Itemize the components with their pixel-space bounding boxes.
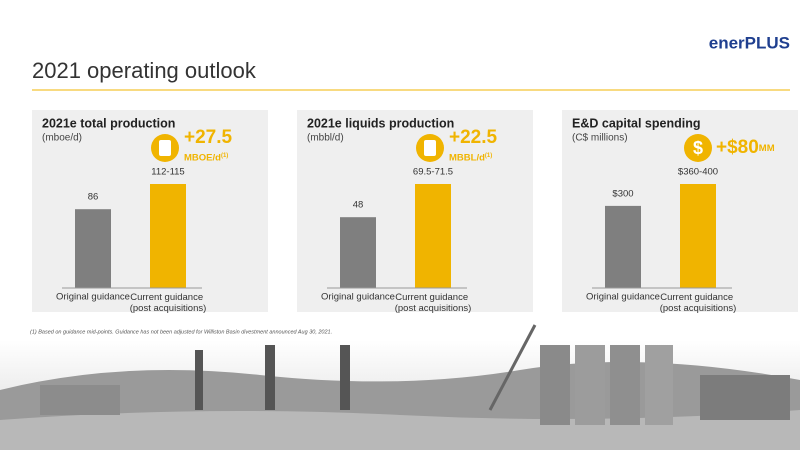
- slide-title: 2021 operating outlook: [32, 58, 257, 83]
- category-label: Current guidance (post acquisitions): [660, 292, 737, 314]
- callout-value: +$80MM: [716, 137, 775, 158]
- category-label: Current guidance (post acquisitions): [130, 292, 207, 314]
- icon-barrel: [424, 140, 436, 156]
- footnote: (1) Based on guidance mid-points. Guidan…: [30, 329, 332, 335]
- value-label: 112-115: [151, 167, 184, 178]
- callout-unit: MBOE/d(1): [184, 153, 228, 164]
- value-label: 86: [88, 192, 99, 203]
- callout-unit: MM: [759, 143, 775, 154]
- bar: [150, 184, 186, 288]
- callout-value: +27.5: [184, 127, 233, 148]
- bar: [340, 217, 376, 288]
- panel-unit: (mboe/d): [42, 133, 82, 144]
- panel-title: 2021e total production: [42, 116, 175, 130]
- icon-barrel: [159, 140, 171, 156]
- footnote-ref: (1): [221, 153, 228, 159]
- category-label: Original guidance: [56, 292, 130, 303]
- footnote-ref: (1): [485, 153, 492, 159]
- value-label: $360-400: [678, 167, 718, 178]
- photo: [0, 324, 800, 450]
- category-label: Current guidance (post acquisitions): [395, 292, 472, 314]
- category-label: Original guidance: [586, 292, 660, 303]
- value-label: 69.5-71.5: [413, 167, 453, 178]
- panel-unit: (C$ millions): [572, 133, 628, 144]
- callout-unit: MBBL/d(1): [449, 153, 492, 164]
- value-label: 48: [353, 200, 364, 211]
- bar: [680, 184, 716, 288]
- icon: [684, 134, 712, 162]
- bar: [605, 205, 641, 288]
- icon-symbol: $: [693, 138, 703, 158]
- panel-title: E&D capital spending: [572, 116, 701, 130]
- logo: enerPLUS: [709, 33, 790, 52]
- category-label: Original guidance: [321, 292, 395, 303]
- bar: [415, 184, 451, 288]
- panel-title: 2021e liquids production: [307, 116, 454, 130]
- value-label: $300: [612, 188, 633, 199]
- panel-unit: (mbbl/d): [307, 133, 344, 144]
- bar: [75, 209, 111, 288]
- callout-value: +22.5: [449, 127, 498, 148]
